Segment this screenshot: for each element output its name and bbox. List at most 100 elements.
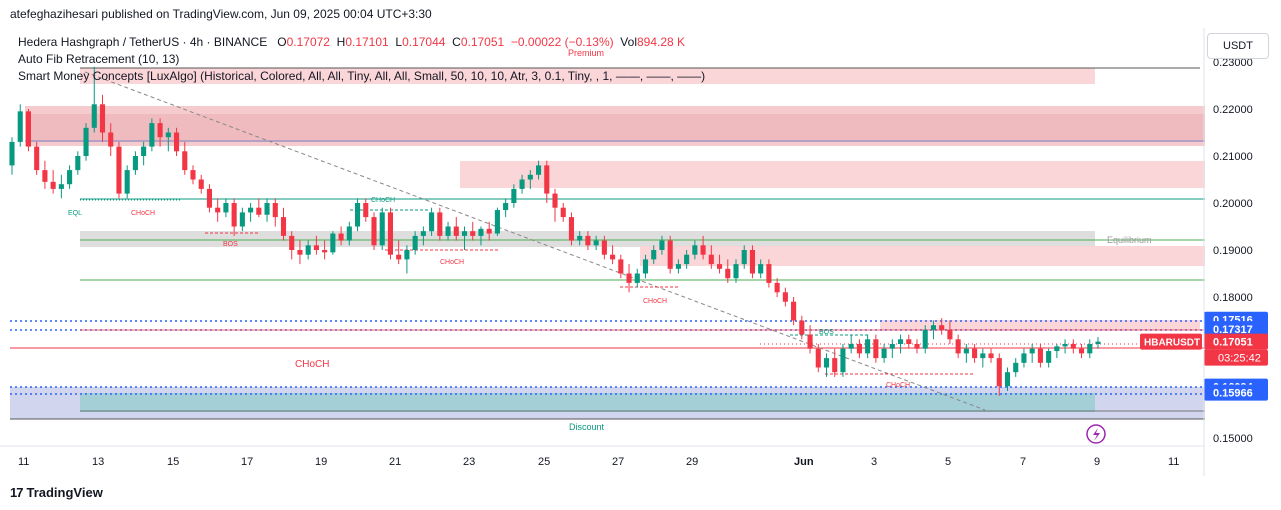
candle-body	[297, 250, 303, 255]
candle-body	[190, 170, 196, 180]
candle-body	[922, 329, 928, 349]
candle-body	[667, 240, 673, 269]
lightning-bolt	[1093, 428, 1100, 441]
candle-body	[963, 348, 969, 354]
candle-body	[675, 264, 681, 269]
candle-body	[231, 203, 237, 227]
countdown-bg	[1204, 349, 1268, 366]
legend-symbol-row: Hedera Hashgraph / TetherUS · 4h · BINAN…	[18, 35, 685, 49]
candle-body	[445, 226, 451, 236]
candle-body	[91, 104, 97, 128]
supply-zone-core	[25, 114, 1205, 142]
x-tick-label: 7	[1020, 456, 1026, 468]
price-label-text: 0.15966	[1213, 388, 1253, 400]
candle-body	[1029, 348, 1035, 354]
candle-body	[782, 292, 788, 302]
equilibrium-label: Equilibrium	[1107, 235, 1152, 245]
candle-body	[914, 344, 920, 349]
candle-body	[182, 151, 188, 171]
candle-body	[58, 184, 64, 189]
candle-body	[758, 264, 764, 274]
candle-body	[939, 325, 945, 330]
candle-body	[1037, 348, 1043, 363]
candle-body	[165, 132, 171, 138]
legend-high: 0.17101	[345, 35, 389, 49]
legend-high-label: H	[336, 35, 346, 49]
candle-body	[75, 156, 81, 171]
candle-body	[996, 358, 1002, 387]
candle-body	[684, 254, 690, 265]
candle-body	[157, 123, 163, 138]
y-tick-label: 0.19000	[1213, 245, 1253, 257]
candle-body	[535, 165, 542, 175]
candle-body	[42, 170, 48, 182]
tradingview-brand[interactable]: 17 TradingView	[10, 485, 103, 500]
candle-body	[322, 250, 328, 253]
candle-body	[429, 212, 435, 232]
candle-body	[289, 235, 295, 250]
candle-body	[626, 273, 632, 283]
candle-body	[272, 203, 278, 218]
candle-body	[1070, 344, 1076, 349]
candle-body	[848, 344, 854, 349]
candlestick-chart[interactable]: EQL CHoCH BOS CHoCH CHoCH CHoCH BOS CHoCH CHoCH P…	[0, 28, 1281, 476]
legend-indicator-fib[interactable]: Auto Fib Retracement (10, 13)	[18, 52, 180, 66]
candle-body	[470, 231, 476, 236]
candle-body	[206, 188, 213, 208]
y-tick-label: 0.23000	[1213, 57, 1253, 69]
price-label-text: 0.17317	[1213, 324, 1253, 336]
candle-body	[947, 329, 953, 340]
candle-body	[972, 348, 978, 359]
candle-body	[832, 358, 838, 373]
candle-body	[149, 123, 155, 147]
candle-body	[25, 111, 32, 147]
lightning-icon	[1086, 424, 1106, 444]
candle-body	[1062, 344, 1068, 347]
candle-body	[486, 228, 492, 234]
candle-body	[305, 245, 311, 255]
premium-label: Premium	[568, 48, 604, 58]
candle-body	[248, 207, 254, 213]
candle-body	[1087, 344, 1093, 354]
candle-body	[198, 179, 204, 189]
candle-body	[519, 179, 525, 189]
candle-body	[642, 259, 649, 274]
candle-body	[708, 254, 714, 265]
candle-body	[906, 339, 912, 344]
x-tick-label: 25	[538, 456, 550, 468]
publish-header: atefeghazihesari published on TradingVie…	[0, 0, 1281, 28]
candle-body	[34, 146, 40, 171]
candle-body	[67, 170, 73, 185]
currency-button[interactable]: USDT	[1207, 33, 1269, 59]
y-tick-label: 0.22000	[1213, 104, 1253, 116]
x-tick-label: 29	[686, 456, 698, 468]
x-tick-label: 15	[167, 456, 179, 468]
eql-label: EQL	[68, 210, 82, 217]
brand-label: TradingView	[26, 485, 103, 500]
y-tick-label: 0.21000	[1213, 151, 1253, 163]
candle-body	[889, 344, 895, 349]
candle-body	[585, 235, 591, 246]
candle-body	[716, 264, 723, 269]
candle-body	[437, 212, 443, 236]
candle-body	[766, 264, 772, 283]
candle-body	[593, 240, 599, 246]
x-tick-label: 9	[1094, 456, 1100, 468]
y-tick-label: 0.15000	[1213, 433, 1253, 445]
candle-body	[1095, 341, 1101, 344]
symbol-tag-bg	[1140, 333, 1202, 350]
candle-body	[1004, 372, 1011, 387]
candle-body	[1046, 351, 1052, 363]
candle-body	[346, 226, 352, 241]
candle-body	[141, 146, 147, 156]
choch-label-main: CHoCH	[295, 359, 329, 370]
bos-label-1: BOS	[223, 241, 238, 248]
candle-body	[494, 210, 500, 234]
candle-body	[568, 217, 575, 241]
supply-zone-mid	[460, 161, 1205, 188]
chart-area[interactable]: EQL CHoCH BOS CHoCH CHoCH CHoCH BOS CHoCH CHoCH P…	[0, 28, 1281, 476]
candle-body	[461, 231, 468, 236]
candle-body	[116, 146, 122, 194]
candle-body	[527, 174, 533, 180]
legend-indicator-smc[interactable]: Smart Money Concepts [LuxAlgo] (Historic…	[18, 69, 706, 83]
